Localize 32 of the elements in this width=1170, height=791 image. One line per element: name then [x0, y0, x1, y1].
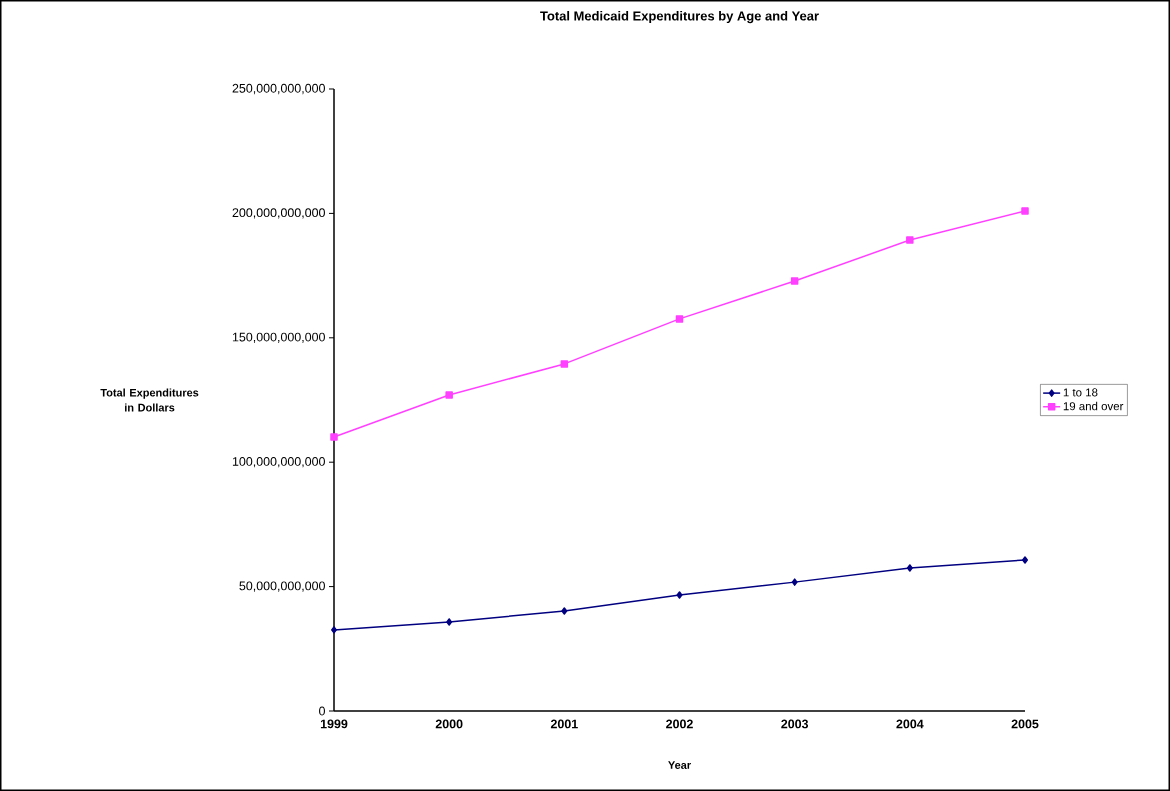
- x-tick-label: 2003: [781, 719, 809, 729]
- y-tick-label: 50,000,000,000: [239, 581, 325, 592]
- y-tick-label: 200,000,000,000: [232, 208, 325, 219]
- legend-label: 19 and over: [1063, 401, 1124, 411]
- y-tick-label: 250,000,000,000: [232, 83, 325, 95]
- x-tick-label: 2000: [435, 719, 463, 729]
- point: [560, 360, 569, 368]
- point: [331, 626, 337, 634]
- point: [1022, 556, 1028, 564]
- point: [906, 236, 914, 244]
- legend-label: 1 to 18: [1063, 388, 1098, 397]
- x-axis-title: Year: [668, 761, 691, 769]
- point: [1021, 207, 1029, 215]
- y-axis-title: Total Expenditures in Dollars: [100, 388, 199, 412]
- x-tick-label: 2001: [550, 719, 578, 729]
- point: [791, 578, 798, 586]
- point: [330, 433, 338, 441]
- chart-title: Total Medicaid Expenditures by Age and Year: [540, 11, 819, 24]
- point: [675, 315, 684, 323]
- y-tick-label: 0: [319, 706, 325, 716]
- x-tick-label: 2005: [1011, 719, 1039, 729]
- point: [445, 391, 453, 399]
- point: [676, 591, 683, 599]
- point: [790, 277, 799, 285]
- x-tick-label: 2002: [666, 719, 693, 729]
- point: [906, 564, 913, 572]
- y-tick-label: 150,000,000,000: [232, 332, 325, 343]
- x-tick-label: 1999: [320, 719, 348, 729]
- point: [446, 618, 453, 626]
- x-tick-label: 2004: [896, 719, 924, 729]
- y-tick-label: 100,000,000,000: [232, 457, 325, 468]
- point: [561, 607, 568, 615]
